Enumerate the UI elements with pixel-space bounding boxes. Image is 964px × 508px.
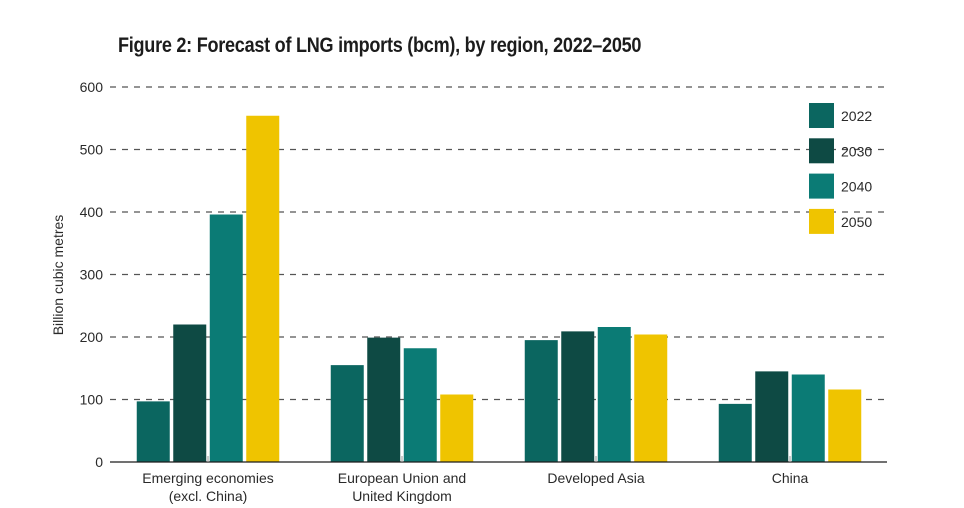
bar-2040	[791, 374, 825, 462]
y-tick-label: 0	[95, 454, 103, 470]
bar-2040	[597, 327, 631, 462]
bar-2030	[561, 331, 595, 462]
y-axis-ticks: 0 100 200 300 400 500 600	[80, 79, 104, 470]
bar-2030	[755, 371, 789, 462]
y-tick-label: 500	[80, 142, 104, 158]
x-category-label: Developed Asia	[547, 470, 645, 486]
legend-label-2050: 2050	[841, 214, 872, 230]
y-tick-label: 100	[80, 392, 104, 408]
legend-label-2030: 2030	[841, 143, 872, 159]
legend-swatch-2040	[809, 173, 834, 199]
legend: 2022 2030 2040 2050	[809, 103, 872, 234]
legend-swatch-2022	[809, 103, 834, 128]
bar-2050	[634, 334, 668, 462]
legend-label-2022: 2022	[841, 108, 872, 124]
bar-2022	[718, 403, 752, 462]
x-category-label: European Union and United Kingdom	[338, 470, 466, 504]
bar-2022	[330, 365, 364, 462]
bar-2022	[136, 401, 170, 462]
x-category-label: Emerging economies (excl. China)	[142, 470, 274, 504]
y-tick-label: 300	[80, 267, 104, 283]
y-tick-label: 600	[80, 79, 104, 95]
bars	[136, 115, 862, 462]
gridlines	[110, 86, 887, 401]
bar-2040	[403, 348, 437, 462]
y-tick-label: 200	[80, 329, 104, 345]
legend-label-2040: 2040	[841, 179, 872, 195]
legend-swatch-2050	[809, 208, 834, 234]
bar-2050	[246, 115, 280, 462]
bar-2030	[367, 337, 401, 462]
x-axis-category-labels: Emerging economies (excl. China) European …	[142, 470, 808, 504]
bar-2050	[828, 389, 862, 462]
y-axis-label: Billion cubic metres	[50, 215, 66, 336]
bar-2040	[209, 214, 243, 462]
bar-2022	[524, 340, 558, 462]
y-tick-label: 400	[80, 204, 104, 220]
x-category-label: China	[772, 470, 809, 486]
bar-2030	[173, 324, 207, 462]
legend-swatch-2030	[809, 138, 834, 164]
category-ticks	[207, 456, 791, 462]
bar-2050	[440, 394, 474, 462]
chart-title: Figure 2: Forecast of LNG imports (bcm),…	[118, 34, 642, 57]
